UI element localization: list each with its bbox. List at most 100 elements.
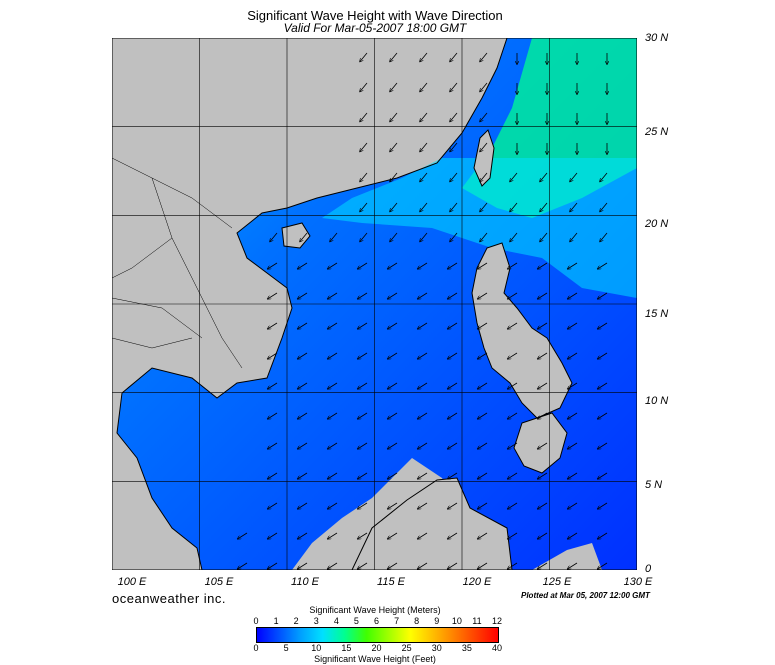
wave-arrow xyxy=(268,562,278,569)
wave-arrow xyxy=(388,532,398,539)
wave-arrow xyxy=(568,262,578,269)
wave-arrow xyxy=(568,502,578,509)
wave-arrow xyxy=(300,232,308,241)
wave-arrow xyxy=(390,82,398,91)
meters-tick-label: 10 xyxy=(451,616,462,626)
wave-arrow xyxy=(420,232,428,241)
wave-arrow xyxy=(358,322,368,329)
wave-arrow xyxy=(298,562,308,569)
meters-tick-label: 8 xyxy=(414,616,420,626)
lat-label-15n: 15 N xyxy=(645,308,669,320)
wave-arrow xyxy=(268,472,278,479)
wave-arrow xyxy=(328,292,338,299)
wave-arrow xyxy=(358,562,368,569)
wave-arrow xyxy=(418,262,428,269)
wave-arrow xyxy=(268,352,278,359)
wave-arrow xyxy=(508,322,518,329)
wave-arrow xyxy=(448,412,458,419)
wave-arrow xyxy=(418,322,428,329)
wave-arrow xyxy=(420,142,428,151)
wave-arrow xyxy=(330,232,338,241)
wave-arrow xyxy=(568,382,578,389)
wave-arrow xyxy=(598,412,608,419)
wave-arrow xyxy=(598,322,608,329)
wave-arrow xyxy=(388,352,398,359)
wave-arrow xyxy=(480,82,488,91)
wave-arrow xyxy=(388,322,398,329)
wave-arrow xyxy=(358,382,368,389)
wave-arrow xyxy=(598,352,608,359)
lon-label-120e: 120 E xyxy=(462,576,492,588)
wave-arrow xyxy=(480,142,488,151)
wave-arrow xyxy=(448,562,458,569)
feet-tick-label: 15 xyxy=(341,643,352,653)
colorbar-title-feet: Significant Wave Height (Feet) xyxy=(314,654,436,664)
wave-arrow xyxy=(538,262,548,269)
wave-arrow xyxy=(598,292,608,299)
wave-arrow xyxy=(360,172,368,181)
wave-arrow xyxy=(540,172,548,181)
wave-arrow xyxy=(478,532,488,539)
wave-arrow xyxy=(298,352,308,359)
wave-arrow xyxy=(598,532,608,539)
wave-arrow xyxy=(538,562,548,569)
wave-arrow xyxy=(360,142,368,151)
wave-arrow xyxy=(390,232,398,241)
wave-arrow xyxy=(478,502,488,509)
wave-arrow xyxy=(598,382,608,389)
wave-arrow xyxy=(448,502,458,509)
wave-arrow xyxy=(480,52,488,61)
lon-label-115e: 115 E xyxy=(377,576,405,588)
wave-arrow xyxy=(448,382,458,389)
wave-arrow xyxy=(508,442,518,449)
wave-arrow xyxy=(538,502,548,509)
wave-arrow xyxy=(418,472,428,479)
meters-tick-label: 5 xyxy=(353,616,359,626)
wave-arrow xyxy=(600,202,608,211)
wave-arrow xyxy=(450,172,458,181)
wave-arrow xyxy=(298,292,308,299)
wave-arrow xyxy=(568,352,578,359)
meters-tick-label: 2 xyxy=(293,616,299,626)
wave-arrow xyxy=(388,472,398,479)
wave-arrow xyxy=(448,322,458,329)
wave-arrow xyxy=(328,502,338,509)
wave-arrow xyxy=(478,562,488,569)
wave-arrow xyxy=(268,262,278,269)
wave-arrow xyxy=(420,112,428,121)
wave-arrow xyxy=(328,412,338,419)
meters-tick-label: 7 xyxy=(394,616,400,626)
borneo-land xyxy=(351,477,513,570)
wave-arrow xyxy=(568,472,578,479)
meters-tick-label: 11 xyxy=(472,616,482,626)
wave-arrow xyxy=(450,232,458,241)
wave-arrow xyxy=(478,472,488,479)
wave-arrow xyxy=(298,472,308,479)
wave-arrow xyxy=(568,442,578,449)
map-subtitle: Valid For Mar-05-2007 18:00 GMT xyxy=(283,21,467,35)
wave-arrow xyxy=(360,112,368,121)
wave-arrow xyxy=(328,442,338,449)
wave-arrow xyxy=(598,262,608,269)
meters-tick-label: 0 xyxy=(253,616,259,626)
wave-arrow xyxy=(480,202,488,211)
wave-arrow xyxy=(448,472,458,479)
lon-label-100e: 100 E xyxy=(117,576,147,588)
wave-arrow xyxy=(268,382,278,389)
country-borders xyxy=(112,157,243,369)
wave-arrow xyxy=(508,352,518,359)
wave-arrow xyxy=(568,412,578,419)
wave-arrow xyxy=(450,82,458,91)
feet-tick-label: 25 xyxy=(401,643,412,653)
wave-arrow xyxy=(360,52,368,61)
wave-arrow xyxy=(508,412,518,419)
wave-arrow xyxy=(388,412,398,419)
wave-arrow xyxy=(418,382,428,389)
wave-arrow xyxy=(360,232,368,241)
wave-arrow xyxy=(450,202,458,211)
wave-arrow xyxy=(450,112,458,121)
wave-arrow xyxy=(390,142,398,151)
feet-tick-label: 5 xyxy=(283,643,289,653)
lon-label-125e: 125 E xyxy=(542,576,572,588)
wave-arrow xyxy=(478,322,488,329)
